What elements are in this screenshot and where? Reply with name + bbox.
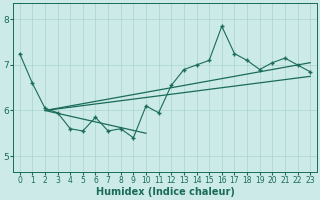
Point (80, 129, 85, 133)
Point (156, 111, 161, 114)
Point (30, 82, 35, 85)
Point (244, 59, 250, 62)
Point (308, 70, 313, 73)
Point (295, 63, 300, 67)
Point (169, 84, 174, 87)
Point (55, 111, 60, 114)
Point (181, 68, 187, 71)
Point (194, 63, 199, 67)
Point (143, 104, 148, 108)
X-axis label: Humidex (Indice chaleur): Humidex (Indice chaleur) (96, 187, 234, 197)
Point (232, 52, 237, 55)
Point (118, 127, 123, 130)
Point (93, 116, 98, 119)
Point (282, 57, 287, 60)
Point (106, 129, 111, 133)
Point (219, 25, 224, 28)
Point (17, 52, 22, 55)
Point (43, 107, 48, 110)
Point (68, 127, 73, 130)
Point (270, 61, 275, 64)
Point (131, 136, 136, 139)
Point (257, 68, 262, 71)
Point (207, 59, 212, 62)
